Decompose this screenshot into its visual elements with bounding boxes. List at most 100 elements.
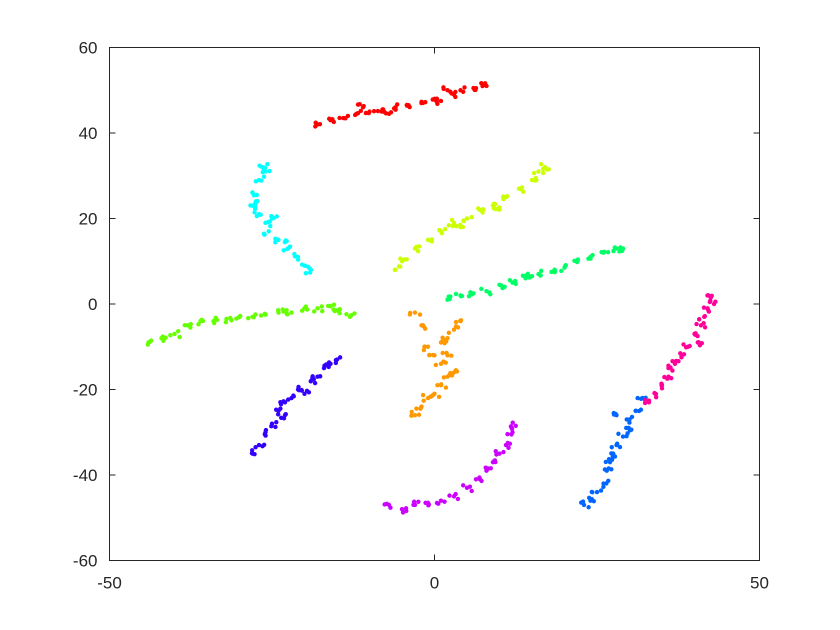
data-point bbox=[509, 425, 514, 430]
data-point bbox=[702, 313, 708, 319]
data-point bbox=[603, 459, 609, 465]
data-point bbox=[199, 317, 204, 322]
data-point bbox=[284, 246, 290, 252]
y-tick-label: -60 bbox=[73, 552, 98, 571]
data-point bbox=[679, 355, 684, 360]
data-point bbox=[540, 166, 546, 172]
data-point bbox=[473, 87, 478, 93]
data-point bbox=[408, 310, 413, 316]
data-point bbox=[709, 293, 714, 298]
data-point bbox=[323, 362, 329, 368]
data-point bbox=[702, 325, 708, 330]
data-point bbox=[449, 353, 454, 358]
data-point bbox=[398, 264, 403, 269]
data-point bbox=[493, 206, 498, 212]
data-point bbox=[281, 248, 286, 253]
data-point bbox=[357, 101, 362, 107]
data-point bbox=[479, 478, 484, 484]
data-point bbox=[493, 449, 498, 454]
data-point bbox=[148, 338, 154, 343]
data-point bbox=[438, 498, 444, 503]
data-point bbox=[602, 249, 607, 254]
data-point bbox=[590, 252, 595, 258]
data-point bbox=[255, 199, 260, 204]
data-point bbox=[627, 420, 632, 425]
data-point bbox=[416, 499, 421, 504]
data-point bbox=[299, 308, 305, 313]
data-point bbox=[492, 201, 498, 207]
data-point bbox=[436, 501, 441, 506]
data-point bbox=[214, 317, 220, 323]
data-point bbox=[266, 229, 271, 234]
data-point bbox=[161, 338, 166, 343]
data-point bbox=[477, 475, 482, 480]
y-tick-label: -20 bbox=[73, 381, 98, 400]
data-point bbox=[458, 294, 464, 299]
y-tick-label: -40 bbox=[73, 466, 98, 485]
data-point bbox=[262, 432, 268, 437]
data-point bbox=[168, 333, 173, 338]
data-point bbox=[211, 320, 217, 326]
data-point bbox=[333, 357, 339, 363]
data-point bbox=[444, 350, 449, 356]
data-point bbox=[409, 409, 414, 415]
data-point bbox=[382, 109, 387, 115]
data-point bbox=[267, 168, 272, 174]
data-point bbox=[653, 394, 659, 400]
data-point bbox=[223, 320, 229, 325]
data-point bbox=[421, 347, 427, 353]
data-point bbox=[612, 454, 618, 459]
data-point bbox=[527, 275, 532, 280]
data-point bbox=[467, 484, 473, 489]
data-point bbox=[513, 423, 518, 429]
data-point bbox=[411, 499, 417, 504]
data-point bbox=[541, 170, 546, 176]
data-point bbox=[497, 207, 502, 212]
data-point bbox=[460, 224, 466, 230]
data-point bbox=[676, 359, 681, 364]
data-point bbox=[285, 397, 291, 402]
data-point bbox=[638, 407, 644, 412]
data-point bbox=[163, 335, 168, 340]
data-point bbox=[337, 307, 343, 312]
data-point bbox=[513, 281, 518, 287]
data-point bbox=[182, 322, 187, 328]
data-point bbox=[188, 321, 193, 327]
data-point bbox=[306, 264, 311, 270]
data-point bbox=[447, 493, 452, 498]
data-point bbox=[252, 206, 258, 212]
data-point bbox=[602, 467, 608, 472]
data-point bbox=[295, 257, 301, 262]
data-point bbox=[388, 505, 393, 510]
data-point bbox=[172, 331, 177, 337]
data-point bbox=[438, 98, 444, 104]
y-tick-label: 0 bbox=[88, 295, 97, 314]
data-point bbox=[344, 311, 349, 317]
data-point bbox=[250, 190, 255, 195]
data-point bbox=[713, 299, 718, 304]
data-point bbox=[284, 238, 289, 244]
data-point bbox=[287, 244, 293, 249]
data-point bbox=[450, 223, 456, 229]
data-point bbox=[315, 306, 320, 311]
data-point bbox=[419, 99, 424, 104]
data-point bbox=[261, 442, 267, 447]
data-point bbox=[254, 213, 260, 219]
data-point bbox=[464, 216, 470, 221]
data-point bbox=[701, 320, 706, 326]
data-point bbox=[707, 299, 713, 305]
data-point bbox=[271, 215, 276, 221]
data-point bbox=[263, 427, 269, 433]
data-point bbox=[446, 223, 452, 228]
data-point bbox=[258, 212, 263, 217]
data-point bbox=[531, 170, 537, 176]
data-point bbox=[539, 268, 544, 274]
data-point bbox=[281, 416, 287, 421]
data-point bbox=[289, 310, 294, 315]
data-point bbox=[414, 406, 419, 411]
data-point bbox=[446, 330, 452, 335]
data-point bbox=[427, 353, 432, 358]
data-point bbox=[449, 91, 454, 96]
data-point bbox=[699, 341, 705, 346]
data-point bbox=[461, 218, 466, 224]
